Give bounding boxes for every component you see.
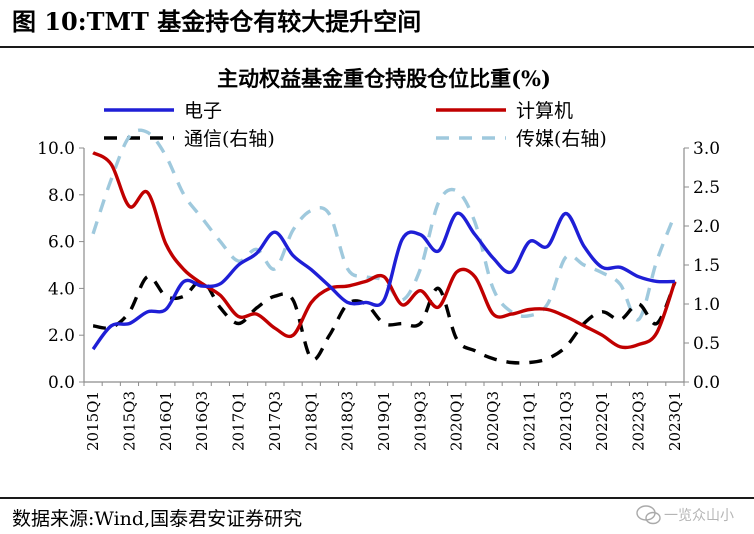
x-tick-label: 2015Q1 [84,391,102,451]
series-line-2 [92,274,677,365]
x-tick-label: 2016Q1 [157,391,175,451]
x-tick-label: 2017Q1 [230,391,248,451]
figure-title: 图 10:TMT 基金持仓有较大提升空间 [12,7,422,36]
series-line-0 [91,211,675,351]
right-tick-label: 2.5 [693,178,720,198]
left-tick-label: 10.0 [37,139,75,159]
legend-label-3: 传媒(右轴) [516,128,607,150]
x-tick-label: 2023Q1 [666,391,684,451]
chart-title: 主动权益基金重仓持股仓位比重(%) [217,66,551,91]
legend-label-0: 电子 [184,100,222,122]
watermark-text: 一览众山小 [664,508,734,524]
x-tick-label: 2021Q3 [557,391,575,451]
x-tick-label: 2017Q3 [266,391,284,451]
x-tick-label: 2018Q1 [302,391,320,451]
left-tick-label: 8.0 [48,186,75,206]
legend-label-2: 通信(右轴) [184,128,275,150]
right-tick-label: 1.0 [693,295,720,315]
wechat-icon [636,505,661,525]
left-tick-label: 6.0 [48,233,75,253]
right-tick-label: 0.5 [693,334,720,354]
series-line-1 [92,151,677,350]
legend-label-1: 计算机 [516,100,573,122]
bottom-rule [0,497,754,499]
x-tick-label: 2019Q3 [411,391,429,451]
source-note: 数据来源:Wind,国泰君安证券研究 [12,508,303,530]
x-tick-label: 2022Q1 [593,391,611,451]
series-line-3 [91,128,677,322]
x-tick-label: 2019Q1 [375,391,393,451]
x-tick-label: 2015Q3 [120,391,138,451]
left-tick-label: 4.0 [48,279,75,299]
x-tick-label: 2020Q1 [448,391,466,451]
x-tick-label: 2020Q3 [484,391,502,451]
series-layer [91,128,677,365]
x-tick-label: 2022Q3 [630,391,648,451]
right-tick-label: 3.0 [693,139,720,159]
axes: 0.0 2.0 4.0 6.0 8.0 10.0 0.0 0.5 1.0 1.5 2.0 2.5 3.0… [37,139,720,451]
x-tick-label: 2016Q3 [193,391,211,451]
x-tick-label: 2021Q1 [520,391,538,451]
right-tick-label: 0.0 [693,373,720,393]
left-tick-label: 2.0 [48,326,75,346]
watermark-logo: 一览众山小 [636,505,734,525]
right-tick-label: 1.5 [693,256,720,276]
x-tick-label: 2018Q3 [339,391,357,451]
right-tick-label: 2.0 [693,217,720,237]
left-tick-label: 0.0 [48,373,75,393]
top-rule [0,46,754,48]
